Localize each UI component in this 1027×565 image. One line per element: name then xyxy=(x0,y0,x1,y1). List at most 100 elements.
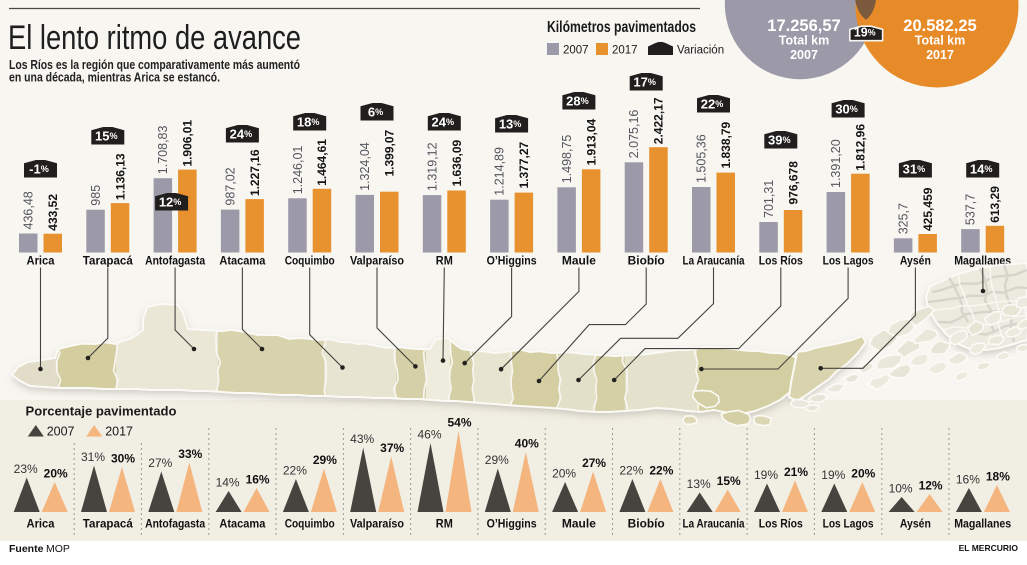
svg-text:Biobío: Biobío xyxy=(628,256,665,268)
svg-text:Biobío: Biobío xyxy=(628,519,665,531)
svg-text:Valparaíso: Valparaíso xyxy=(350,256,404,268)
svg-text:30%: 30% xyxy=(111,452,135,466)
svg-text:30%: 30% xyxy=(835,101,858,116)
svg-text:976,678: 976,678 xyxy=(786,161,800,205)
svg-text:12%: 12% xyxy=(919,479,943,493)
svg-text:2.075,16: 2.075,16 xyxy=(627,110,641,159)
svg-text:24%: 24% xyxy=(230,126,253,141)
svg-text:Los Lagos: Los Lagos xyxy=(823,256,874,268)
svg-text:29%: 29% xyxy=(313,453,337,467)
svg-text:12%: 12% xyxy=(159,194,182,209)
svg-text:425,459: 425,459 xyxy=(921,187,935,231)
svg-text:701,31: 701,31 xyxy=(762,180,776,218)
svg-text:20.582,25: 20.582,25 xyxy=(903,17,976,35)
svg-text:1.913,04: 1.913,04 xyxy=(584,118,598,165)
svg-text:43%: 43% xyxy=(350,432,374,446)
svg-text:O’Higgins: O’Higgins xyxy=(487,256,537,268)
svg-text:RM: RM xyxy=(436,519,453,531)
svg-text:19%: 19% xyxy=(854,26,876,40)
svg-text:23%: 23% xyxy=(14,462,38,476)
svg-text:14%: 14% xyxy=(216,476,240,490)
svg-text:537,7: 537,7 xyxy=(964,194,978,225)
svg-text:Magallanes: Magallanes xyxy=(954,519,1011,531)
svg-text:Antofagasta: Antofagasta xyxy=(145,256,206,268)
svg-text:46%: 46% xyxy=(417,428,441,442)
svg-text:2007: 2007 xyxy=(790,48,818,62)
svg-text:1.391,20: 1.391,20 xyxy=(829,139,843,188)
svg-text:13%: 13% xyxy=(687,477,711,491)
svg-text:325,7: 325,7 xyxy=(896,203,910,234)
svg-text:1.498,75: 1.498,75 xyxy=(560,135,574,184)
svg-text:19%: 19% xyxy=(821,468,845,482)
svg-text:1.324,04: 1.324,04 xyxy=(358,142,372,191)
svg-text:19%: 19% xyxy=(754,468,778,482)
svg-text:17%: 17% xyxy=(633,74,656,89)
svg-text:15%: 15% xyxy=(717,474,741,488)
svg-text:16%: 16% xyxy=(246,473,270,487)
svg-text:433,52: 433,52 xyxy=(46,194,60,231)
svg-text:Porcentaje pavimentado: Porcentaje pavimentado xyxy=(26,404,177,419)
svg-text:613,29: 613,29 xyxy=(988,186,1002,223)
svg-text:EL MERCURIO: EL MERCURIO xyxy=(959,543,1019,553)
svg-text:33%: 33% xyxy=(178,447,202,461)
svg-text:2007: 2007 xyxy=(47,425,75,439)
svg-text:Tarapacá: Tarapacá xyxy=(83,256,134,268)
svg-text:31%: 31% xyxy=(81,450,105,464)
svg-text:Tarapacá: Tarapacá xyxy=(83,519,134,531)
svg-text:Total km: Total km xyxy=(915,34,965,48)
svg-text:24%: 24% xyxy=(432,114,455,129)
svg-text:1.838,79: 1.838,79 xyxy=(719,121,733,168)
svg-text:1.399,07: 1.399,07 xyxy=(383,129,397,176)
svg-text:Los Lagos: Los Lagos xyxy=(823,519,874,531)
svg-text:20%: 20% xyxy=(44,467,68,481)
svg-text:1.136,13: 1.136,13 xyxy=(113,153,127,200)
svg-text:Atacama: Atacama xyxy=(219,519,266,531)
svg-text:1.636,09: 1.636,09 xyxy=(450,139,464,186)
svg-text:La Araucanía: La Araucanía xyxy=(683,256,746,268)
svg-text:La Araucanía: La Araucanía xyxy=(683,519,746,531)
svg-text:Aysén: Aysén xyxy=(900,519,931,531)
svg-text:1.464,61: 1.464,61 xyxy=(315,139,329,186)
svg-text:21%: 21% xyxy=(784,465,808,479)
svg-text:13%: 13% xyxy=(499,116,522,131)
svg-text:14%: 14% xyxy=(970,161,993,176)
svg-text:2017: 2017 xyxy=(105,425,133,439)
svg-text:985: 985 xyxy=(89,185,103,206)
svg-text:17.256,57: 17.256,57 xyxy=(767,17,840,35)
svg-text:39%: 39% xyxy=(768,132,791,147)
svg-text:987,02: 987,02 xyxy=(223,167,237,205)
svg-text:Variación: Variación xyxy=(677,45,724,57)
svg-text:Aysén: Aysén xyxy=(900,256,931,268)
svg-text:Arica: Arica xyxy=(27,256,56,268)
svg-text:Coquimbo: Coquimbo xyxy=(285,519,335,531)
svg-text:2017: 2017 xyxy=(926,48,954,62)
svg-text:Los Ríos: Los Ríos xyxy=(759,256,803,268)
svg-text:22%: 22% xyxy=(649,464,673,478)
svg-text:37%: 37% xyxy=(380,441,404,455)
svg-text:Kilómetros pavimentados: Kilómetros pavimentados xyxy=(547,19,696,36)
svg-text:-1%: -1% xyxy=(29,161,49,176)
svg-text:2.422,17: 2.422,17 xyxy=(652,97,666,144)
svg-text:10%: 10% xyxy=(889,482,913,496)
svg-text:Fuente: Fuente xyxy=(9,543,44,555)
svg-text:15%: 15% xyxy=(95,128,118,143)
svg-text:1.246,01: 1.246,01 xyxy=(291,146,305,195)
svg-text:1.214,89: 1.214,89 xyxy=(493,147,507,196)
svg-text:27%: 27% xyxy=(582,456,606,470)
svg-text:1.812,96: 1.812,96 xyxy=(854,124,868,171)
svg-text:18%: 18% xyxy=(297,114,320,129)
svg-text:RM: RM xyxy=(436,256,453,268)
svg-text:40%: 40% xyxy=(515,437,539,451)
svg-text:MOP: MOP xyxy=(46,543,70,555)
svg-text:1.505,36: 1.505,36 xyxy=(695,134,709,183)
svg-text:20%: 20% xyxy=(851,467,875,481)
svg-text:54%: 54% xyxy=(447,416,471,430)
svg-text:Atacama: Atacama xyxy=(219,256,266,268)
svg-text:22%: 22% xyxy=(283,464,307,478)
svg-text:O’Higgins: O’Higgins xyxy=(487,519,537,531)
svg-text:1.377,27: 1.377,27 xyxy=(517,141,531,188)
svg-text:Coquimbo: Coquimbo xyxy=(285,256,335,268)
svg-text:1.708,83: 1.708,83 xyxy=(156,125,170,174)
svg-text:436,48: 436,48 xyxy=(22,191,36,229)
svg-text:Los Ríos: Los Ríos xyxy=(759,519,803,531)
